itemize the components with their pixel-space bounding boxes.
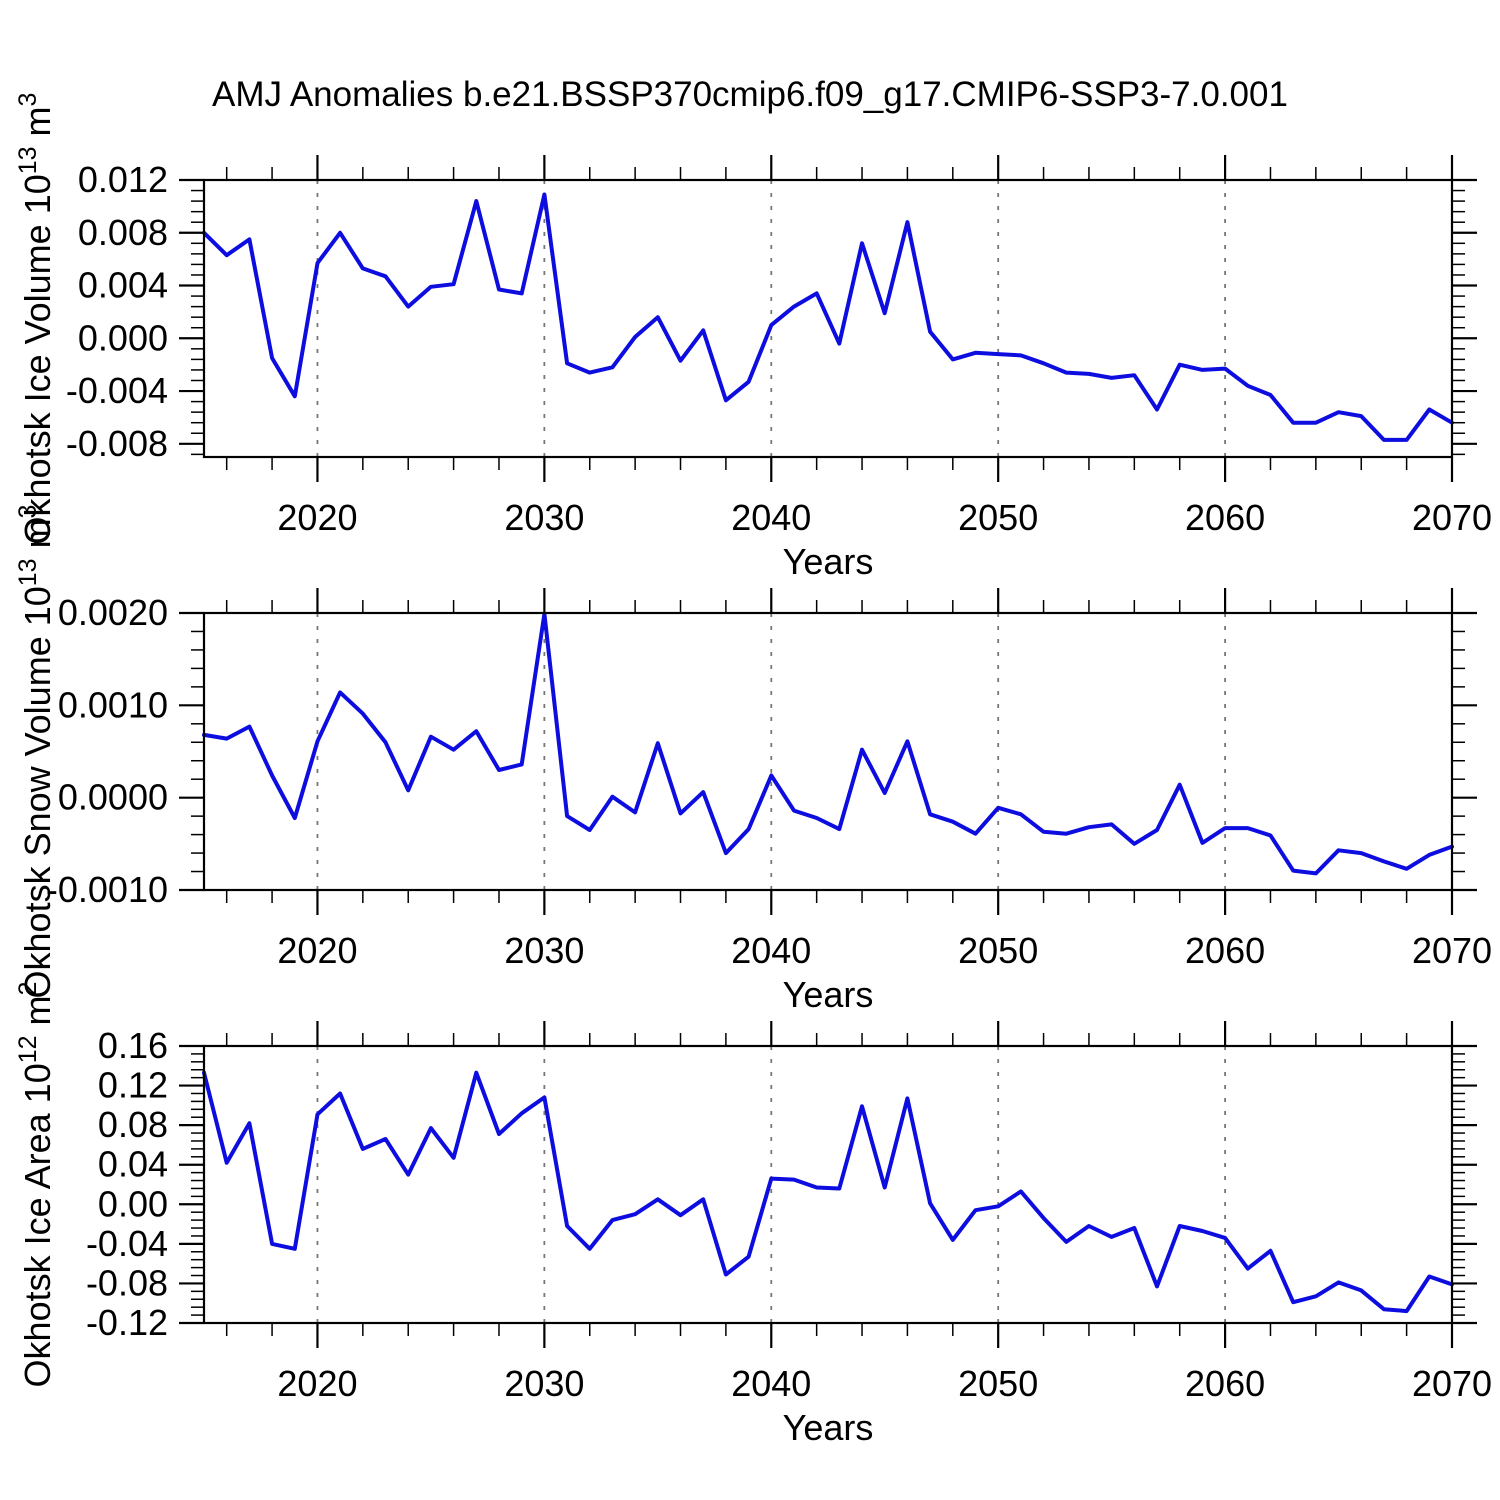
okhotsk-ice-area-line	[202, 1070, 1454, 1314]
plot-frame	[202, 611, 1454, 892]
y-tick-label: -0.04	[86, 1223, 168, 1264]
okhotsk-ice-volume-line	[202, 192, 1454, 442]
y-tick-label: 0.0020	[58, 592, 168, 633]
chart-title: AMJ Anomalies b.e21.BSSP370cmip6.f09_g17…	[212, 75, 1288, 114]
x-tick-label: 2030	[504, 930, 584, 971]
x-tick-label: 2040	[731, 930, 811, 971]
x-axis-title: Years	[783, 1407, 874, 1448]
okhotsk-snow-volume-panel: 2020 2030 2040 2050 2060 2070 0.0020 0.0010 0.00…	[14, 505, 1492, 1015]
y-tick-label: 0.00	[98, 1183, 168, 1224]
x-axis-title: Years	[783, 541, 874, 582]
x-tick-label: 2050	[958, 930, 1038, 971]
y-axis-title: Okhotsk Snow Volume 1013 m3	[14, 505, 58, 999]
x-tick-label: 2070	[1412, 497, 1492, 538]
x-tick-label: 2060	[1185, 497, 1265, 538]
y-tick-label: -0.0010	[46, 869, 168, 910]
x-tick-label: 2030	[504, 1363, 584, 1404]
x-tick-label: 2050	[958, 1363, 1038, 1404]
okhotsk-snow-volume-line	[202, 611, 1454, 876]
okhotsk-ice-volume-panel: 2020 2030 2040 2050 2060 2070 0.012 0.008 0.004 0…	[14, 93, 1492, 582]
y-tick-label: 0.08	[98, 1104, 168, 1145]
y-tick-label: 0.0010	[58, 684, 168, 725]
x-tick-label: 2020	[277, 497, 357, 538]
y-axis-title: Okhotsk Ice Area 1012 m2	[14, 982, 58, 1388]
y-tick-label: 0.16	[98, 1025, 168, 1066]
y-tick-label: 0.0000	[58, 777, 168, 818]
x-tick-label: 2040	[731, 1363, 811, 1404]
plot-frame	[202, 178, 1454, 459]
axis-ticks	[179, 155, 1477, 482]
y-tick-label: -0.12	[86, 1302, 168, 1343]
y-tick-label: 0.008	[78, 212, 168, 253]
x-tick-label: 2050	[958, 497, 1038, 538]
y-tick-label: -0.08	[86, 1262, 168, 1303]
y-axis-title: Okhotsk Ice Volume 1013 m3	[14, 93, 58, 545]
x-tick-label: 2020	[277, 930, 357, 971]
x-tick-label: 2070	[1412, 930, 1492, 971]
plot-frame	[202, 1044, 1454, 1325]
okhotsk-ice-area-panel: 2020 2030 2040 2050 2060 2070 0.160.120.080.04…	[14, 982, 1492, 1448]
x-tick-label: 2040	[731, 497, 811, 538]
y-tick-label: 0.004	[78, 265, 168, 306]
axis-ticks	[179, 1021, 1477, 1348]
x-tick-label: 2030	[504, 497, 584, 538]
x-tick-label: 2060	[1185, 930, 1265, 971]
y-tick-label: -0.008	[66, 423, 168, 464]
x-tick-label: 2070	[1412, 1363, 1492, 1404]
y-tick-label: 0.000	[78, 317, 168, 358]
y-tick-label: 0.04	[98, 1144, 168, 1185]
y-tick-label: 0.012	[78, 159, 168, 200]
x-tick-label: 2020	[277, 1363, 357, 1404]
y-tick-label: 0.12	[98, 1065, 168, 1106]
x-tick-label: 2060	[1185, 1363, 1265, 1404]
axis-ticks	[179, 588, 1477, 915]
y-tick-label: -0.004	[66, 370, 168, 411]
x-axis-title: Years	[783, 974, 874, 1015]
